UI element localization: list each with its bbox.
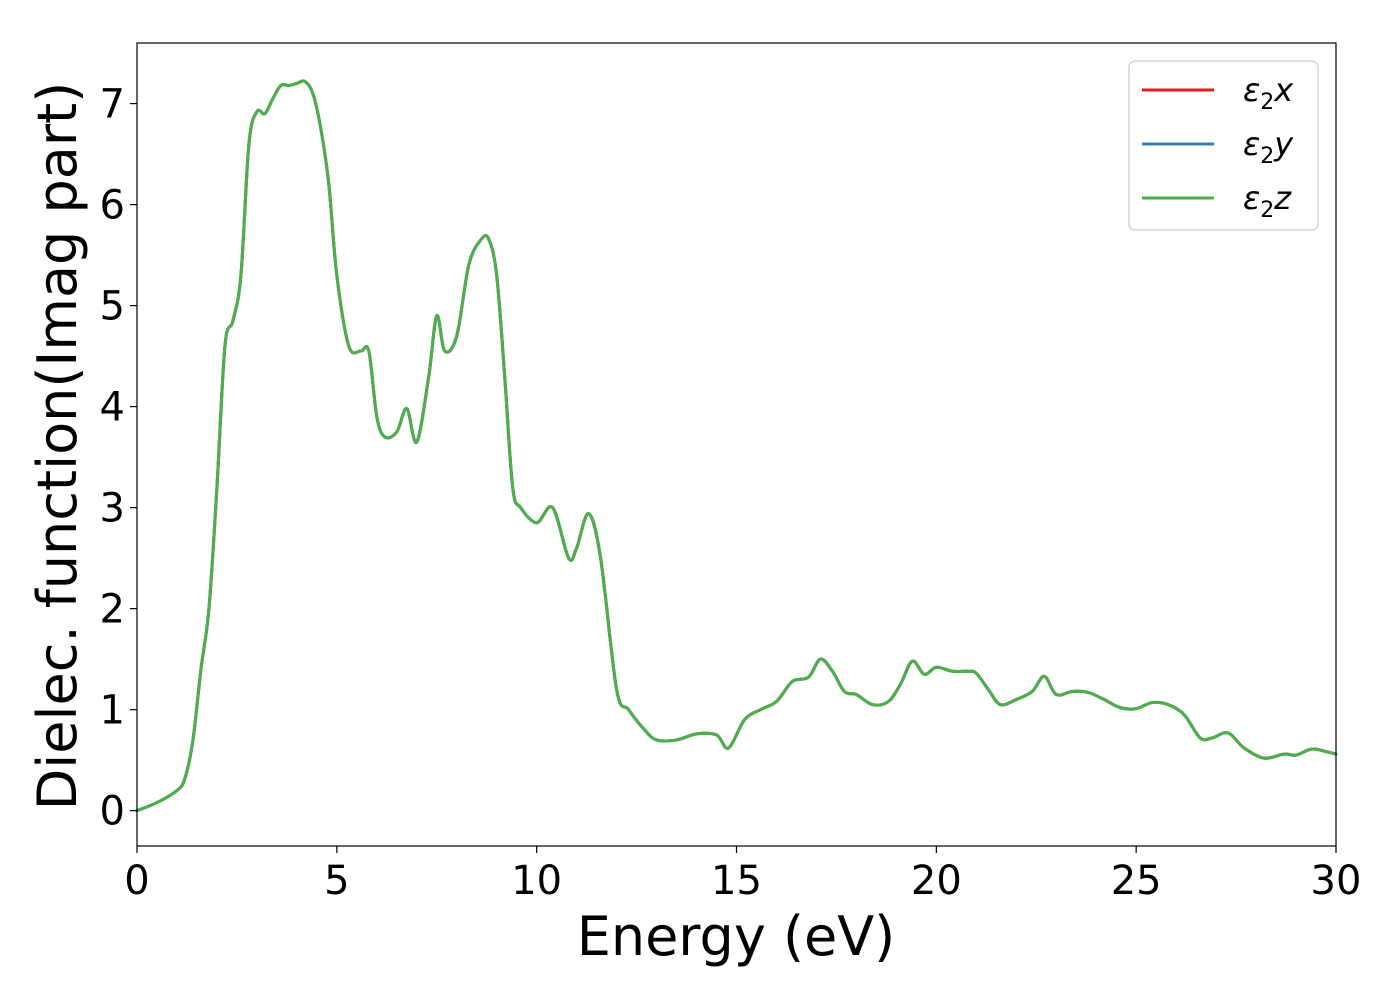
x-tick-label: 0: [124, 858, 149, 904]
y-tick-label: 7: [100, 82, 125, 128]
y-tick-label: 6: [100, 183, 125, 229]
x-tick-label: 15: [711, 858, 762, 904]
y-tick-label: 2: [100, 587, 125, 633]
legend-label: ε2z: [1243, 179, 1292, 223]
x-axis-title: Energy (eV): [577, 905, 896, 968]
y-tick-label: 4: [100, 385, 125, 431]
y-tick-label: 0: [100, 789, 125, 835]
series-line-z: [135, 79, 1338, 813]
x-tick-label: 5: [324, 858, 349, 904]
legend-box: [1128, 60, 1319, 231]
series-layer: [135, 79, 1338, 813]
x-tick-label: 30: [1311, 858, 1362, 904]
x-tick-label: 20: [911, 858, 962, 904]
y-axis: 0 1 2 3 4 5 6 7: [100, 82, 137, 835]
x-tick-label: 10: [511, 858, 562, 904]
legend-label: ε2x: [1243, 71, 1294, 115]
y-tick-label: 1: [100, 688, 125, 734]
y-axis-title: Dielec. function(Imag part): [26, 82, 89, 811]
x-tick-label: 25: [1111, 858, 1162, 904]
y-tick-label: 3: [100, 486, 125, 532]
y-tick-label: 5: [100, 284, 125, 330]
x-axis: 0 5 10 15 20 25 30: [124, 846, 1361, 904]
legend: ε2x ε2y ε2z: [1128, 60, 1319, 231]
legend-label: ε2y: [1243, 125, 1294, 169]
